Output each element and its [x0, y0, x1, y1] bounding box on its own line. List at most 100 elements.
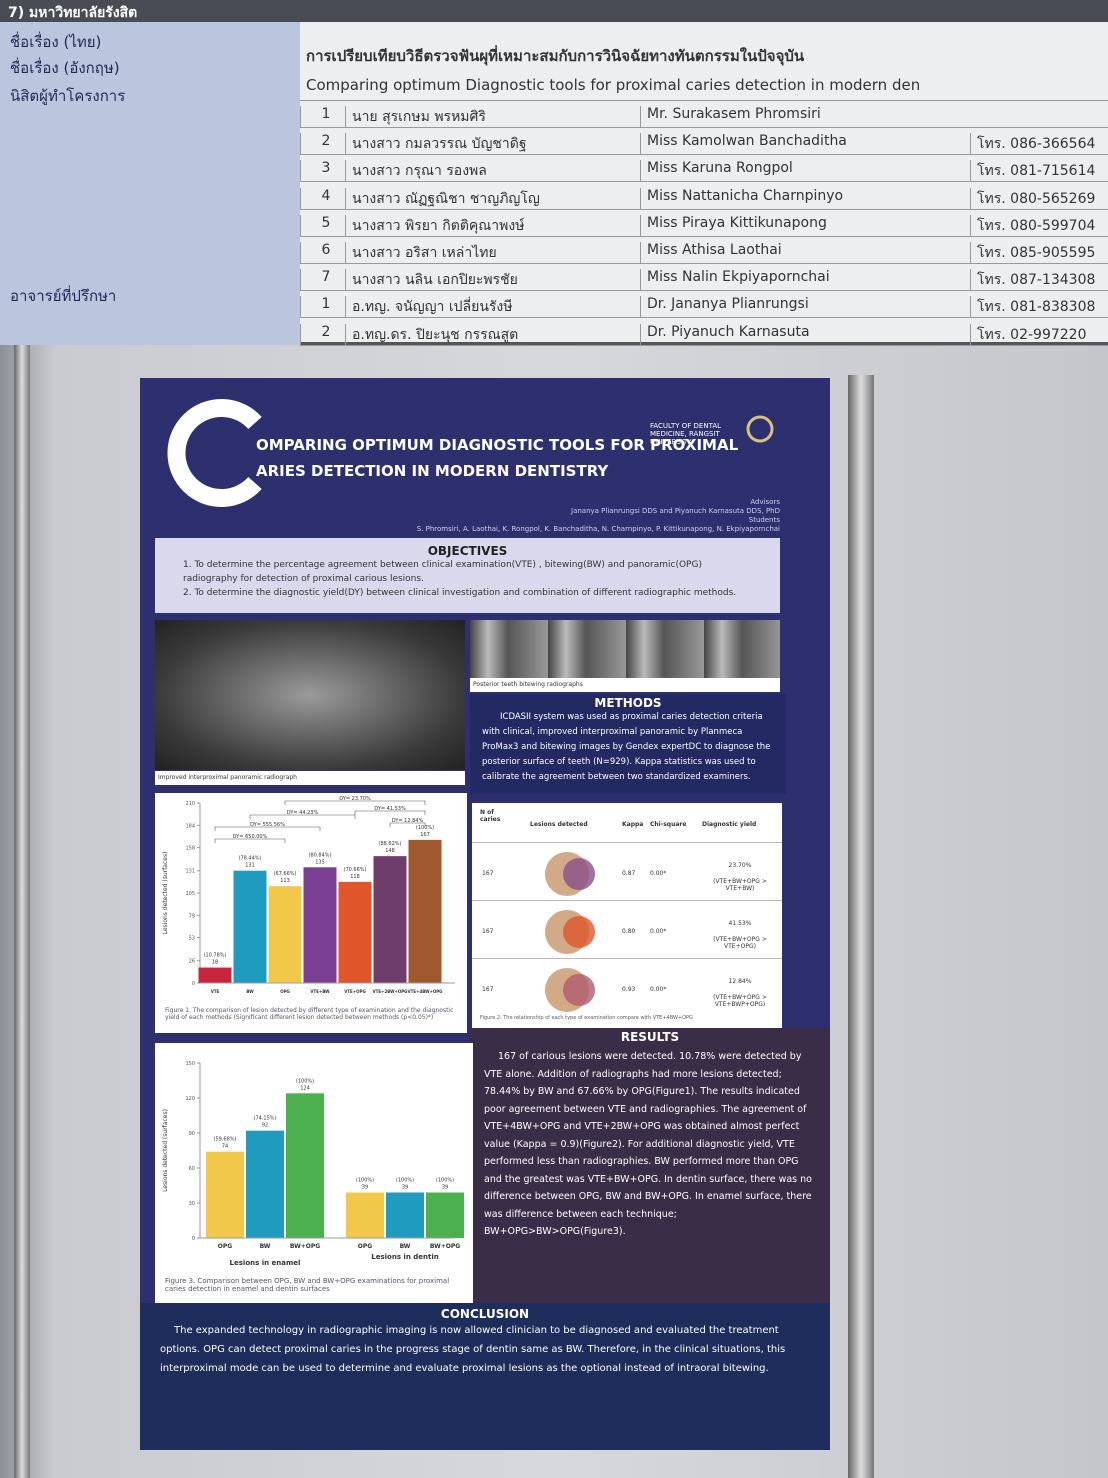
bar [268, 886, 302, 983]
objective: 1. To determine the percentage agreement… [183, 560, 702, 584]
table-cell: 5 [300, 214, 345, 237]
table-header: Kappa [622, 821, 644, 828]
caption: Figure 3. Comparison between OPG, BW and… [165, 1277, 450, 1293]
methods-box: METHODS ICDASII system was used as proxi… [470, 694, 786, 794]
heading: METHODS [594, 696, 662, 710]
table-row [300, 319, 1108, 346]
table-header: N of caries [480, 809, 501, 823]
label: นิสิตผู้ทำโครงการ [10, 87, 126, 105]
sign-header [0, 0, 1108, 22]
bracket [354, 810, 426, 815]
table-cell: 2 [300, 133, 345, 156]
bracket [214, 838, 286, 843]
value-label: 124 [300, 1085, 310, 1091]
figure1-chart: 0 26 53 79 105 131 158 184 210 Lesions detected (… [162, 796, 455, 994]
faculty: FACULTY OF DENTAL MEDICINE, RANGSIT UNIV… [650, 422, 722, 446]
table-cell: นางสาว กมลวรรณ บัญชาดิฐ [345, 133, 640, 156]
percent-label: (100%) [436, 1178, 454, 1184]
bar [246, 1130, 284, 1238]
x-tick-label: OPG [358, 1243, 372, 1250]
figure3-chart: 0 30 60 90 120 150 Lesions detected (surfaces)… [162, 1061, 464, 1267]
table-cell: นาย สุรเกษม พรหมศิริ [345, 106, 640, 128]
group-label: Lesions in enamel [230, 1259, 301, 1267]
label: ชื่อเรื่อง (ไทย) [10, 33, 102, 51]
x-tick-label: VTE+BW [310, 989, 330, 994]
percent-label: (74.15%) [254, 1116, 277, 1122]
title-thai: การเปรียบเทียบวิธีตรวจฟันผุที่เหมาะสมกับ… [306, 47, 805, 65]
title: OMPARING OPTIMUM DIAGNOSTIC TOOLS FOR PR… [256, 436, 739, 454]
y-tick-label: 120 [185, 1096, 195, 1102]
y-tick-label: 79 [189, 913, 195, 919]
table-row [300, 128, 1108, 156]
x-tick-label: VTE+4BW+OPG [408, 989, 443, 994]
title-english: Comparing optimum Diagnostic tools for p… [306, 76, 921, 94]
results-text: 167 of carious lesions were detected. 10… [484, 1051, 812, 1237]
table-cell: 3 [300, 160, 345, 183]
table-cell: โทร. 080-599704 [970, 214, 1108, 237]
bar [386, 1192, 424, 1238]
table-cell: 0.00* [650, 986, 667, 993]
objective: 2. To determine the diagnostic yield(DY)… [183, 588, 737, 598]
row-divider [472, 958, 782, 959]
bar [373, 856, 407, 983]
value-label: 131 [245, 863, 255, 869]
table-cell: อ.ทญ. จนัญญา เปลี่ยนรังษี [345, 296, 640, 319]
value-label: 135 [315, 859, 325, 865]
percent-label: (78.44%) [239, 856, 262, 862]
value-label: 118 [350, 874, 360, 880]
table-cell: โทร. 086-366564 [970, 133, 1108, 156]
table-header: Lesions detected [530, 821, 588, 828]
percent-label: (100%) [396, 1178, 414, 1184]
annotation: DY= 41.53% [374, 806, 406, 812]
group-label: Lesions in dentin [371, 1253, 438, 1261]
x-tick-label: BW [260, 1243, 271, 1250]
bracket [249, 814, 356, 819]
caption: Improved interproximal panoramic radiogr… [155, 771, 465, 785]
table-cell: 167 [482, 986, 494, 993]
table-cell: อ.ทญ.ดร. ปิยะนุช กรรณสูต [345, 323, 640, 346]
x-tick-label: OPG [218, 1243, 232, 1250]
table-cell: 0.80 [622, 928, 636, 935]
table-cell: 0.00* [650, 928, 667, 935]
advisors: Jananya Plianrungsi DDS and Piyanuch Kar… [571, 507, 780, 515]
c-shape [167, 399, 262, 507]
row-divider [472, 900, 782, 901]
figure1-panel: 0 26 53 79 105 131 158 184 210 Lesions detected (… [155, 793, 467, 1033]
table-cell: Miss Piraya Kittikunapong [640, 214, 970, 237]
caption: Figure 1. The comparison of lesion detec… [165, 1007, 454, 1021]
bracket [214, 826, 321, 831]
results-box: RESULTS 167 of carious lesions were dete… [470, 1028, 830, 1303]
value-label: 148 [385, 848, 395, 854]
table-cell: 6 [300, 242, 345, 264]
percent-label: (10.78%) [204, 953, 227, 959]
x-tick-label: BW+OPG [290, 1243, 320, 1250]
bar [346, 1192, 384, 1238]
heading: CONCLUSION [440, 1307, 530, 1321]
poster: OMPARING OPTIMUM DIAGNOSTIC TOOLS FOR PR… [140, 378, 830, 1450]
table-cell: (VTE+BW+OPG > VTE+BW) [713, 878, 767, 892]
panoramic-image [155, 620, 465, 770]
table-cell: โทร. 02-997220 [970, 323, 1108, 346]
bar [206, 1151, 244, 1238]
y-tick-label: 158 [185, 846, 195, 852]
table-row [300, 291, 1108, 319]
table-header: Chi-square [650, 821, 687, 828]
member-table: 1 นาย สุรเกษม พรหมศิริ Mr. Surakasem Phrom… [300, 100, 1108, 346]
students: S. Phromsiri, A. Laothai, K. Rongpol, K.… [416, 525, 780, 533]
venn-circle [563, 974, 595, 1006]
x-tick-label: BW [246, 989, 254, 994]
y-tick-label: 90 [189, 1131, 195, 1137]
emblem-ring [746, 415, 774, 443]
bracket [284, 800, 426, 805]
table-cell: 23.70% [728, 862, 752, 869]
table-cell: โทร. 081-715614 [970, 160, 1108, 183]
percent-label: (59.68%) [214, 1137, 237, 1143]
table-cell: 1 [300, 296, 345, 319]
table-cell: 7 [300, 269, 345, 292]
value-label: 74 [222, 1144, 228, 1150]
venn-circle [563, 858, 595, 890]
table-cell: Miss Nalin Ekpiyapornchai [640, 269, 970, 292]
bar [338, 881, 372, 983]
table-row [300, 101, 1108, 128]
label-column [0, 22, 300, 345]
